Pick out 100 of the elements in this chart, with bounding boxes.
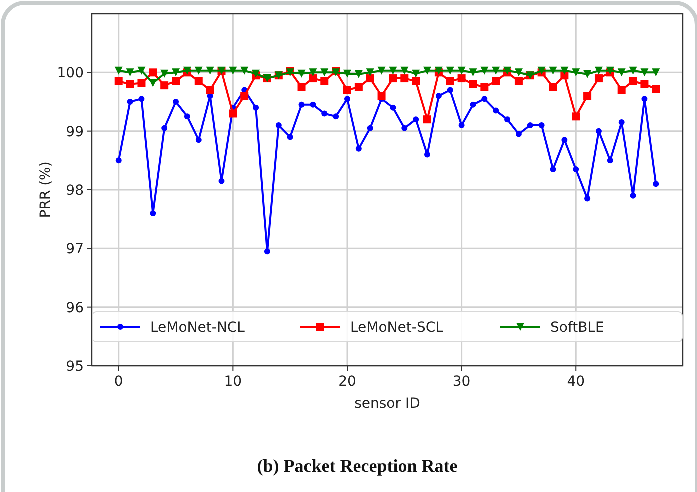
point [527,122,534,128]
point [607,158,614,164]
x-axis-title: sensor ID [354,396,420,412]
point [160,82,169,90]
point [514,68,523,77]
point [240,92,249,100]
point [264,248,270,255]
point [160,70,169,78]
point [584,196,591,202]
point [354,83,363,92]
point [640,68,649,77]
point [298,83,306,92]
point [412,70,420,78]
point [469,80,478,88]
point [229,110,238,118]
point [366,74,374,83]
point [572,68,580,77]
point [549,66,558,75]
point [652,85,660,94]
point [149,79,158,88]
point [138,96,145,102]
point [493,108,500,114]
point [458,66,466,75]
point [424,66,432,75]
point [240,66,249,75]
point [378,66,386,75]
legend-label: LeMoNet-NCL [150,320,246,336]
point [206,66,214,75]
point [446,77,454,86]
point [150,210,156,216]
point [344,96,350,102]
point [492,66,500,75]
point [162,125,168,132]
point [138,66,146,75]
y-tick-label: 95 [66,359,84,375]
x-tick-label: 10 [224,374,242,390]
point [640,80,649,88]
point [652,68,660,77]
point [116,158,122,164]
point [390,104,396,111]
point [172,68,180,77]
x-tick-label: 0 [114,374,124,390]
legend-label: SoftBLE [550,320,604,336]
point [594,74,603,83]
point [229,66,238,75]
point [458,122,465,128]
point [172,77,180,86]
point [194,66,203,75]
point [562,137,568,144]
point [310,102,316,108]
point [322,110,328,117]
point [309,68,318,77]
point [424,116,432,124]
point [629,66,638,75]
point [630,192,636,199]
point [320,77,329,86]
point [492,77,500,86]
point [469,68,478,77]
y-axis-title: PRR (%) [38,162,54,218]
y-tick-label: 100 [57,66,84,82]
point [333,114,340,120]
point [653,181,660,188]
point [320,68,329,77]
point [354,70,363,78]
point [138,79,146,88]
point [343,70,352,78]
point [629,77,638,86]
point [538,122,545,128]
point [356,146,362,152]
point [573,166,580,172]
y-tick-label: 98 [66,183,84,199]
point [594,66,603,75]
point [618,68,626,77]
point [470,102,476,108]
point [276,122,282,128]
point [309,74,318,83]
point [389,74,398,83]
point [218,178,225,184]
point [584,70,592,78]
point [196,137,202,144]
point [400,66,409,75]
point [458,74,466,83]
point [194,77,203,86]
point [343,86,352,94]
point [402,125,408,132]
point [367,125,374,132]
point [480,66,489,75]
text: (b) Packet Reception Rate [257,456,458,476]
x-tick-label: 20 [338,374,356,390]
point [149,68,158,77]
point [413,116,420,123]
point [514,77,523,86]
point [618,86,626,94]
point [126,68,134,77]
point [287,134,294,140]
point [126,80,134,88]
point [516,131,522,138]
point [549,83,558,92]
point [298,102,305,108]
point [253,104,260,111]
